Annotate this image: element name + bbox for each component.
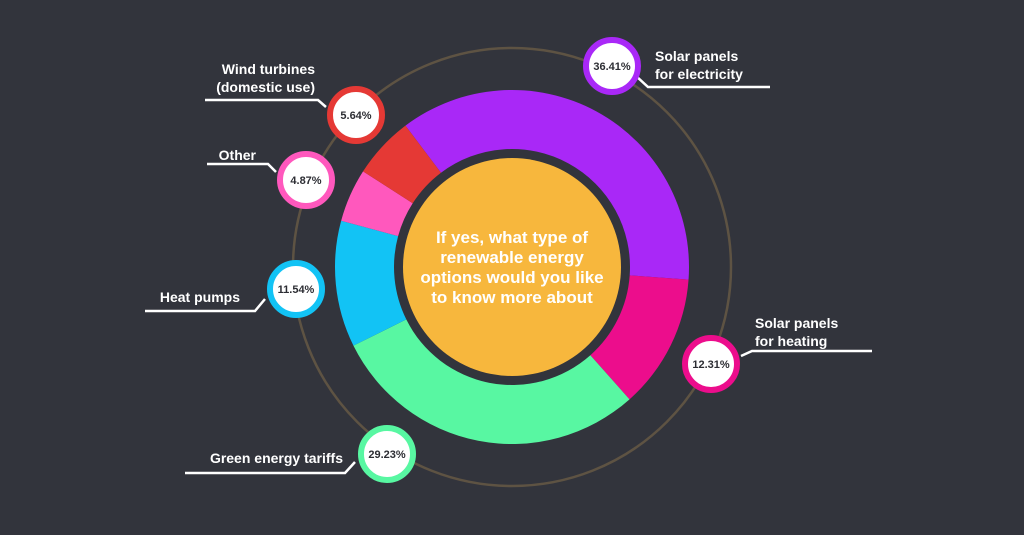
slice-3	[334, 220, 407, 346]
category-label-line: Solar panels	[655, 48, 738, 64]
chart-title-line: renewable energy	[440, 248, 584, 267]
callout-1: 12.31% Solar panels for heating	[682, 315, 872, 393]
leader-line	[634, 74, 770, 89]
value-badge	[277, 151, 335, 209]
category-label: Other	[219, 147, 257, 163]
slice-0	[405, 90, 689, 280]
callout-2: 29.23% Green energy tariffs	[185, 425, 416, 483]
value-badge	[358, 425, 416, 483]
slice-2	[353, 319, 630, 445]
value-label: 4.87%	[290, 175, 321, 187]
category-label: Green energy tariffs	[210, 450, 343, 466]
category-label-line: for electricity	[655, 66, 743, 82]
value-label: 36.41%	[593, 61, 631, 73]
leader-line	[207, 162, 277, 173]
value-label: 29.23%	[368, 449, 406, 461]
slice-4	[341, 171, 413, 237]
value-label: 11.54%	[278, 284, 315, 296]
category-label-line: Heat pumps	[160, 289, 240, 305]
slice-5	[363, 125, 441, 204]
category-label-line: for heating	[755, 333, 827, 349]
category-label: Solar panels for electricity	[655, 48, 743, 82]
leader-line	[740, 349, 872, 358]
category-label-line: Green energy tariffs	[210, 450, 343, 466]
value-label: 12.31%	[692, 359, 730, 371]
value-badge	[267, 260, 325, 318]
category-label-line: Other	[219, 147, 257, 163]
category-label-line: Wind turbines	[222, 61, 315, 77]
leader-line	[205, 98, 327, 108]
chart-title-line: to know more about	[431, 288, 593, 307]
value-label: 5.64%	[340, 110, 371, 122]
chart-title-line: options would you like	[420, 268, 603, 287]
callout-3: 11.54% Heat pumps	[145, 260, 325, 318]
callout-4: 4.87% Other	[207, 147, 335, 209]
leader-line	[185, 461, 356, 475]
chart-title: If yes, what type of renewable energy opti…	[420, 228, 603, 307]
category-label: Solar panels for heating	[755, 315, 838, 349]
center-disc	[403, 158, 621, 376]
value-badge	[682, 335, 740, 393]
value-badge	[583, 37, 641, 95]
category-label-line: Solar panels	[755, 315, 838, 331]
callouts: 36.41% Solar panels for electricity 12.31% S…	[145, 37, 872, 483]
callout-0: 36.41% Solar panels for electricity	[583, 37, 770, 95]
donut-slices	[334, 90, 689, 445]
category-label-line: (domestic use)	[216, 79, 315, 95]
value-badge	[327, 86, 385, 144]
callout-5: 5.64% Wind turbines (domestic use)	[205, 61, 385, 144]
slice-1	[590, 275, 689, 400]
category-label: Heat pumps	[160, 289, 240, 305]
category-label: Wind turbines (domestic use)	[216, 61, 315, 95]
chart-title-line: If yes, what type of	[436, 228, 588, 247]
leader-line	[145, 298, 266, 313]
